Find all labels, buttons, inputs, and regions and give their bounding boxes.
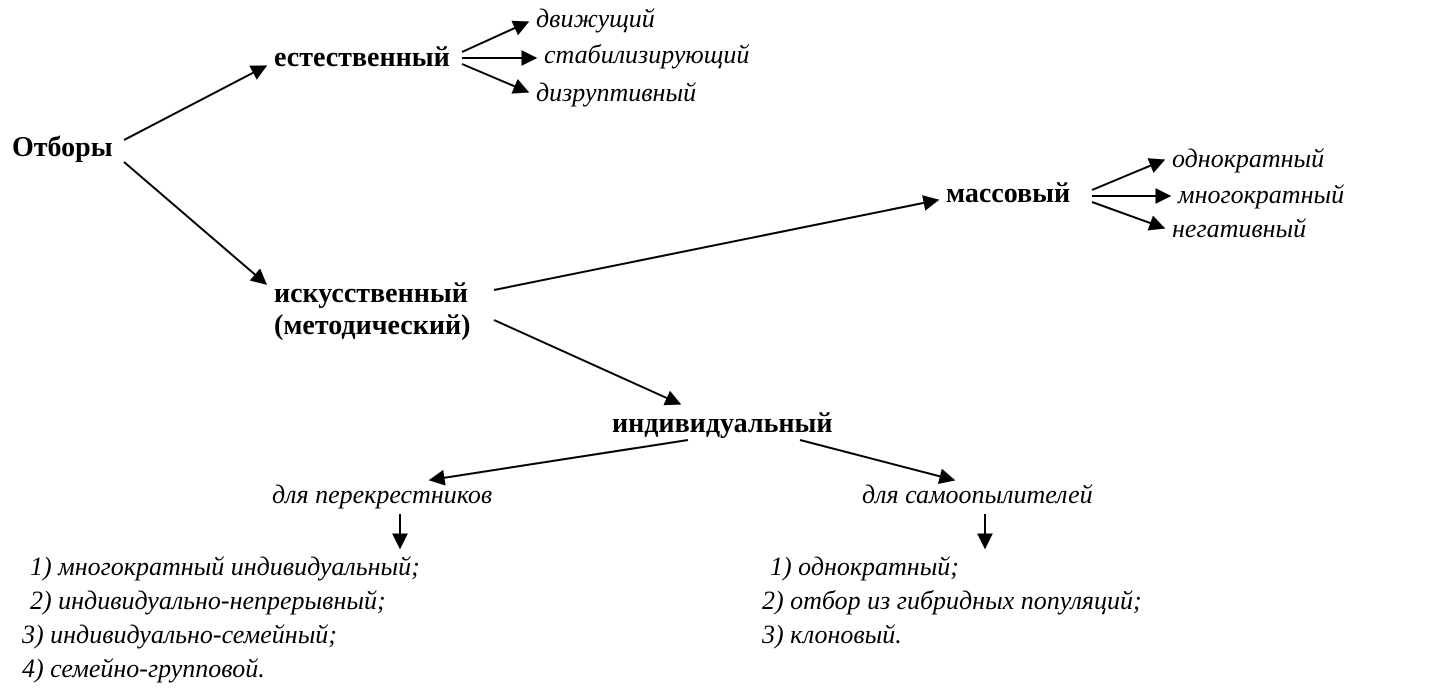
node-mass2: многократный — [1178, 180, 1344, 210]
edge-individual-to-cross — [430, 440, 688, 480]
edge-mass-to-mass1 — [1092, 160, 1164, 190]
diagram-stage: Отборы естественный движущий стабилизирующи… — [0, 0, 1437, 688]
edge-mass-to-mass3 — [1092, 202, 1164, 228]
node-self_l1: 1) однократный; — [770, 552, 959, 582]
node-cross_l2: 2) индивидуально-непрерывный; — [30, 586, 386, 616]
edge-artificial-to-mass — [494, 200, 938, 290]
node-nat2: стабилизирующий — [544, 40, 749, 70]
node-nat1: движущий — [536, 4, 655, 34]
node-cross_l1: 1) многократный индивидуальный; — [30, 552, 420, 582]
node-mass3: негативный — [1172, 214, 1306, 244]
node-root: Отборы — [12, 132, 113, 164]
node-cross_l4: 4) семейно-групповой. — [22, 654, 265, 684]
node-nat3: дизруптивный — [536, 78, 696, 108]
node-selfp: для самоопылителей — [862, 480, 1093, 510]
node-cross: для перекрестников — [272, 480, 492, 510]
edges-layer — [0, 0, 1437, 688]
edge-artificial-to-individual — [494, 320, 680, 404]
edge-natural-to-nat1 — [462, 22, 528, 52]
node-mass1: однократный — [1172, 144, 1324, 174]
edge-root-to-natural — [124, 66, 266, 140]
node-self_l3: 3) клоновый. — [762, 620, 902, 650]
node-cross_l3: 3) индивидуально-семейный; — [22, 620, 337, 650]
node-self_l2: 2) отбор из гибридных популяций; — [762, 586, 1142, 616]
edge-natural-to-nat3 — [462, 64, 528, 92]
node-individual: индивидуальный — [612, 408, 833, 440]
node-mass: массовый — [946, 178, 1070, 210]
node-artificial: искусственный (методический) — [274, 278, 470, 342]
edge-individual-to-selfp — [800, 440, 954, 480]
node-natural: естественный — [274, 42, 450, 74]
edge-root-to-artificial — [124, 162, 266, 284]
